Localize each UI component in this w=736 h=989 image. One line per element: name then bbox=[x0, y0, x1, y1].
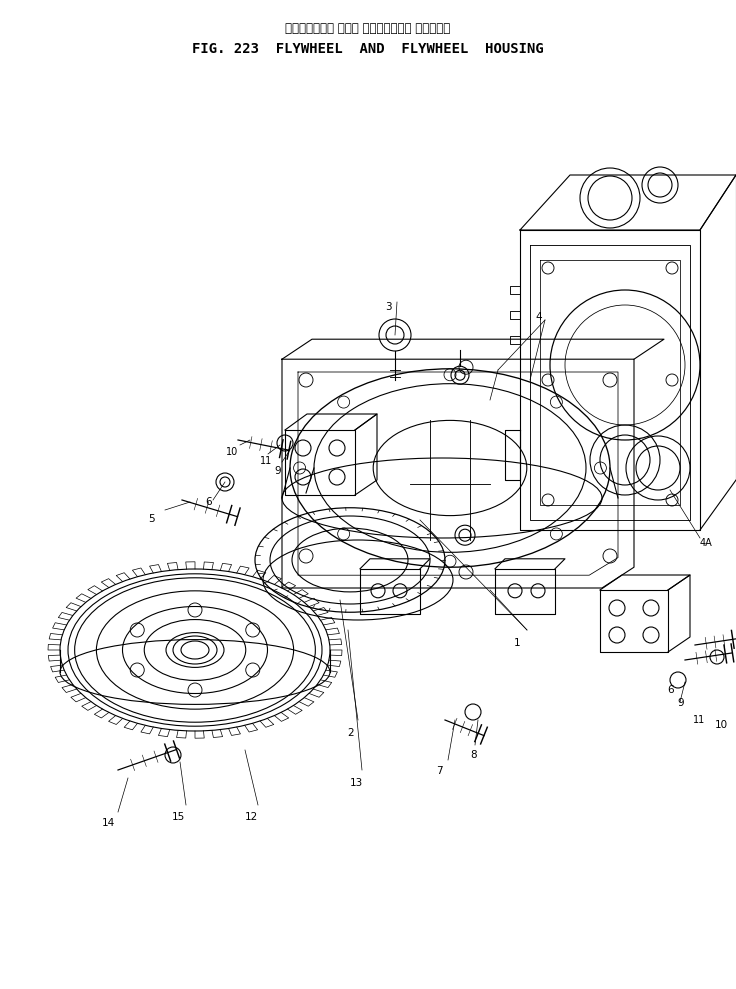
Text: 13: 13 bbox=[350, 778, 364, 788]
Text: 15: 15 bbox=[172, 812, 185, 822]
Text: 4A: 4A bbox=[700, 538, 712, 548]
Text: 8: 8 bbox=[470, 750, 477, 760]
Text: 12: 12 bbox=[245, 812, 258, 822]
Text: 6: 6 bbox=[667, 685, 673, 695]
Text: 7: 7 bbox=[436, 766, 442, 776]
Text: 11: 11 bbox=[260, 456, 272, 466]
Text: 2: 2 bbox=[347, 728, 353, 738]
Text: フライホイール および フライホイール ハウジング: フライホイール および フライホイール ハウジング bbox=[286, 22, 450, 35]
Text: 3: 3 bbox=[385, 302, 392, 312]
Text: 10: 10 bbox=[715, 720, 728, 730]
Text: 5: 5 bbox=[148, 514, 155, 524]
Text: 9: 9 bbox=[677, 698, 684, 708]
Text: 11: 11 bbox=[693, 715, 705, 725]
Text: 1: 1 bbox=[514, 638, 520, 648]
Text: 6: 6 bbox=[205, 497, 212, 507]
Text: 10: 10 bbox=[226, 447, 238, 457]
Text: FIG. 223  FLYWHEEL  AND  FLYWHEEL  HOUSING: FIG. 223 FLYWHEEL AND FLYWHEEL HOUSING bbox=[192, 42, 544, 56]
Text: 9: 9 bbox=[274, 466, 280, 476]
Text: 14: 14 bbox=[102, 818, 116, 828]
Text: 4: 4 bbox=[535, 312, 542, 322]
